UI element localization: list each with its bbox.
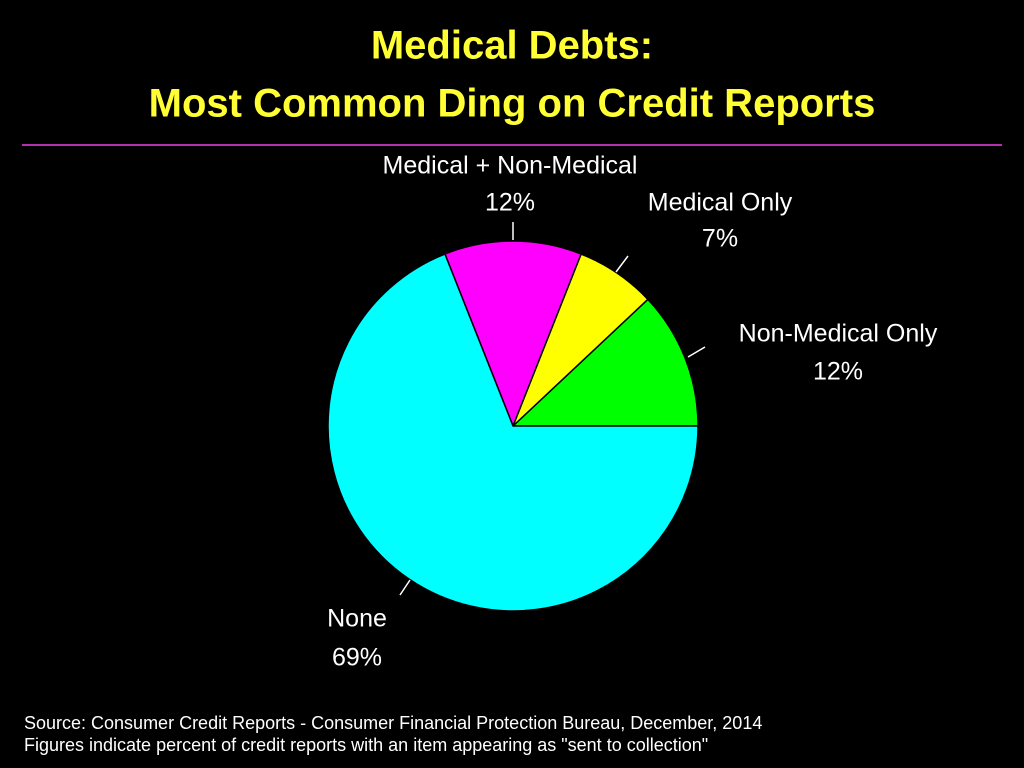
footnote: Figures indicate percent of credit repor…	[24, 735, 708, 755]
category-label: None	[327, 605, 387, 633]
value-label: 12%	[813, 358, 863, 386]
category-label: Non-Medical Only	[739, 320, 938, 348]
value-label: 12%	[485, 189, 535, 217]
pie-slice	[327, 253, 699, 612]
pie	[327, 240, 699, 612]
leader-line	[687, 346, 706, 358]
leader-line	[615, 255, 629, 273]
chart-subtitle: Most Common Ding on Credit Reports	[149, 82, 876, 126]
value-label: 7%	[702, 225, 738, 253]
pie-slice	[511, 298, 699, 427]
chart-title: Medical Debts:	[371, 24, 653, 68]
source-note: Source: Consumer Credit Reports - Consum…	[24, 713, 762, 733]
category-label: Medical + Non-Medical	[383, 152, 638, 180]
leader-line	[399, 579, 411, 596]
value-label: 69%	[332, 644, 382, 672]
category-label: Medical Only	[648, 189, 793, 217]
pie-slice	[443, 240, 583, 429]
